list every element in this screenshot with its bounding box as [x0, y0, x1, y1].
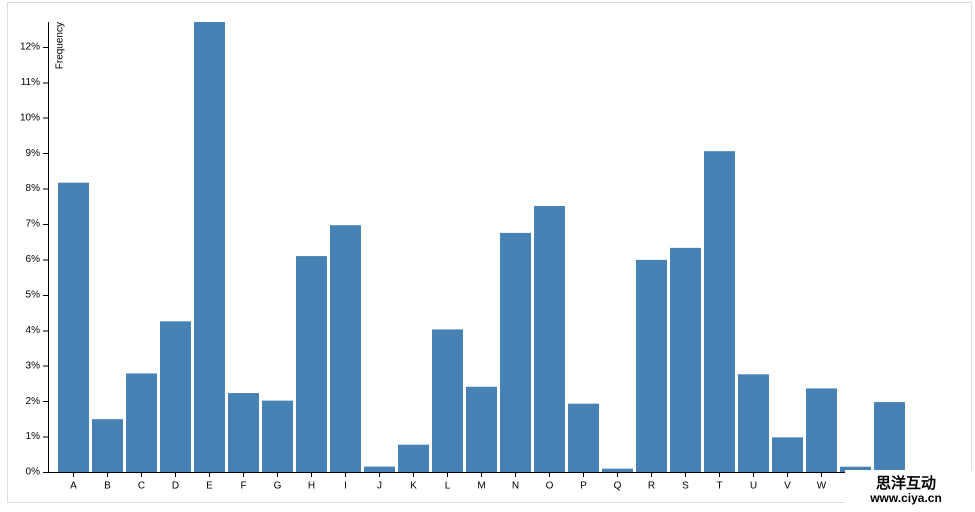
bar	[92, 419, 123, 472]
y-axis-label: Frequency	[55, 22, 66, 69]
x-tick-label: B	[104, 481, 111, 492]
bar	[534, 206, 565, 472]
y-tick-label: 6%	[26, 254, 41, 265]
x-tick-label: I	[344, 481, 347, 492]
x-tick-label: J	[377, 481, 382, 492]
bar	[228, 393, 259, 472]
y-tick-label: 5%	[26, 290, 41, 301]
frame	[7, 2, 972, 503]
bar	[126, 373, 157, 472]
bar	[840, 466, 871, 472]
y-tick-label: 11%	[21, 77, 40, 88]
bar	[772, 437, 803, 472]
x-tick-label: O	[546, 481, 554, 492]
bar	[738, 374, 769, 472]
x-tick-label: D	[172, 481, 179, 492]
bar	[364, 466, 395, 472]
x-tick-label: M	[477, 481, 485, 492]
x-tick-label: K	[410, 481, 417, 492]
bar	[806, 388, 837, 472]
y-tick-label: 4%	[26, 325, 41, 336]
bar	[58, 182, 89, 472]
bar	[466, 386, 497, 472]
x-tick-label: U	[750, 481, 757, 492]
y-tick-label: 8%	[26, 183, 41, 194]
bar	[670, 247, 701, 472]
y-tick-label: 0%	[26, 467, 41, 478]
x-tick-label: L	[445, 481, 451, 492]
bar	[262, 400, 293, 472]
y-tick-label: 1%	[26, 431, 41, 442]
x-tick-label: S	[682, 481, 689, 492]
x-tick-label: P	[580, 481, 587, 492]
bar	[602, 468, 633, 472]
x-tick-label: T	[716, 481, 722, 492]
x-tick-label: N	[512, 481, 519, 492]
bar	[568, 403, 599, 472]
bar	[704, 151, 735, 472]
y-tick-label: 9%	[26, 148, 41, 159]
bar	[398, 444, 429, 472]
bar	[636, 259, 667, 472]
watermark-title: 思洋互动	[876, 474, 936, 492]
watermark-url: www.ciya.cn	[869, 491, 942, 505]
watermark-bg	[845, 470, 975, 512]
x-tick-label: G	[274, 481, 282, 492]
bar	[500, 232, 531, 472]
x-tick-label: C	[138, 481, 145, 492]
x-tick-label: F	[240, 481, 246, 492]
bar	[296, 256, 327, 472]
bar	[160, 321, 191, 472]
bar	[330, 225, 361, 472]
y-tick-label: 7%	[26, 219, 41, 230]
x-tick-label: H	[308, 481, 315, 492]
x-tick-label: Q	[614, 481, 622, 492]
x-tick-label: V	[784, 481, 791, 492]
bar	[194, 22, 225, 472]
y-tick-label: 10%	[20, 112, 40, 123]
x-tick-label: W	[817, 481, 827, 492]
bar	[432, 329, 463, 472]
y-tick-label: 3%	[26, 360, 41, 371]
x-tick-label: A	[70, 481, 77, 492]
x-tick-label: E	[206, 481, 213, 492]
bar	[874, 402, 905, 472]
y-tick-label: 12%	[20, 42, 40, 53]
y-tick-label: 2%	[26, 396, 41, 407]
x-tick-label: R	[648, 481, 655, 492]
